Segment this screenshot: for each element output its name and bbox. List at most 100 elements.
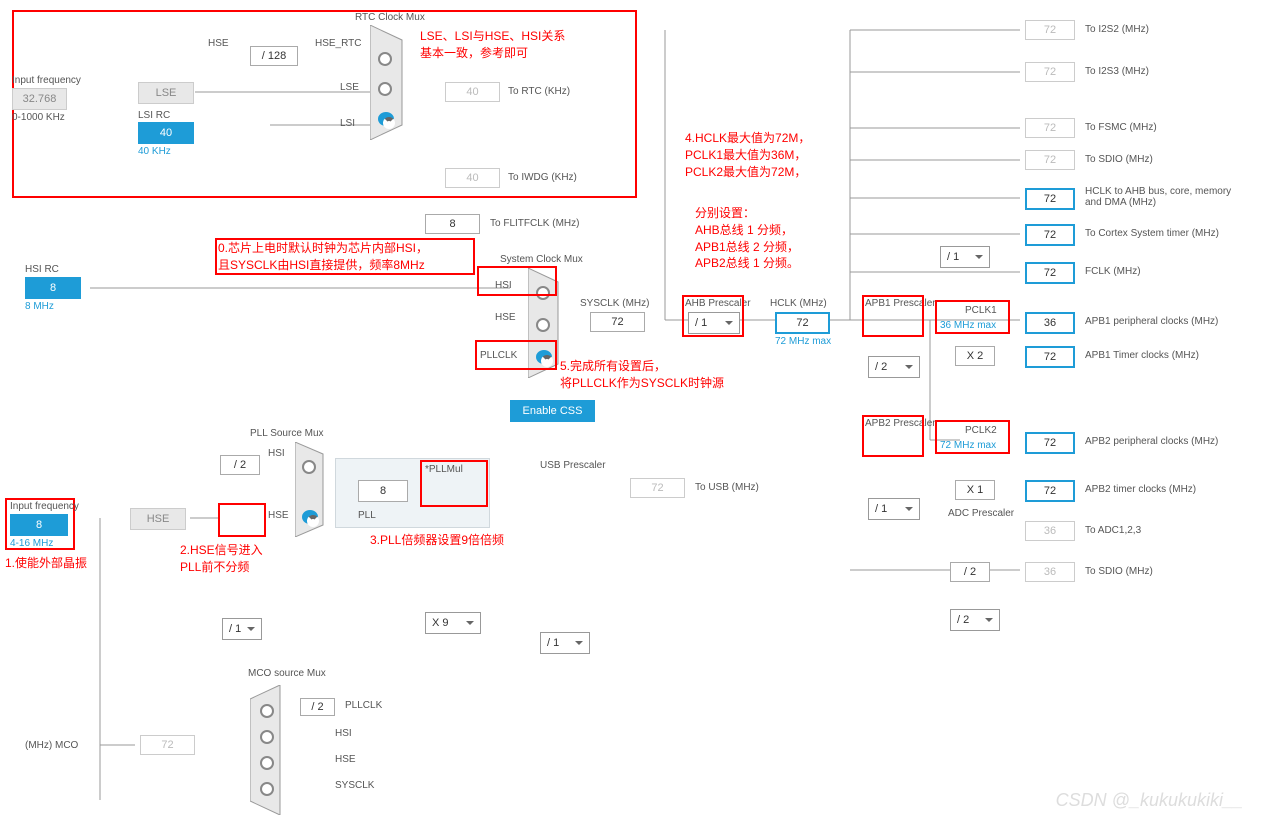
fclk-lbl: FCLK (MHz) [1085,266,1141,277]
rtc-val: 40 [445,82,500,102]
i2s2-val: 72 [1025,20,1075,40]
mco-opt-1[interactable] [260,700,274,722]
redbox-0 [215,238,475,275]
adc-val: 36 [1025,521,1075,541]
usb-lbl: To USB (MHz) [695,482,759,493]
iwdg-val: 40 [445,168,500,188]
hse-range: 4-16 MHz [10,538,53,549]
hse-input-value[interactable]: 8 [10,514,68,536]
mco-div: / 2 [300,698,335,716]
redbox-pllclk [475,340,557,370]
redbox-pclk1 [935,300,1010,334]
iwdg-to: To IWDG (KHz) [508,172,577,183]
sysclk-val: 72 [590,312,645,332]
sysclk-mux-title: System Clock Mux [500,254,583,265]
adc-title: ADC Prescaler [948,508,1014,519]
sdio2-val: 36 [1025,562,1075,582]
rtc-to: To RTC (KHz) [508,86,570,97]
pll-presc[interactable]: / 1 [222,618,262,640]
hsi-note: 8 MHz [25,301,54,312]
sdio1-lbl: To SDIO (MHz) [1085,154,1153,165]
lse-box[interactable]: LSE [138,82,194,104]
adc-presc[interactable]: / 2 [950,609,1000,631]
enable-css-button[interactable]: Enable CSS [510,400,595,422]
annotation-5: 5.完成所有设置后， 将PLLCLK作为SYSCLK时钟源 [560,358,724,392]
lse-input-value[interactable]: 32.768 [12,88,67,110]
rtc-mux-opt3[interactable] [378,108,394,130]
redbox-2 [218,503,266,537]
apb1-timer-val: 72 [1025,346,1075,368]
redbox-3 [420,460,488,507]
i2s2-lbl: To I2S2 (MHz) [1085,24,1149,35]
ahb-out-val: 72 [1025,188,1075,210]
hse-box[interactable]: HSE [130,508,186,530]
annotation-1: 1.使能外部晶振 [5,555,87,572]
cortex-val: 72 [1025,224,1075,246]
hclk-lbl: HCLK (MHz) [770,298,827,309]
i2s3-val: 72 [1025,62,1075,82]
pll-opt-hse[interactable] [302,506,318,528]
apb2-periph-val: 72 [1025,432,1075,454]
mco-opt-3[interactable] [260,752,274,774]
sysclk-lbl: SYSCLK (MHz) [580,298,649,309]
lsi-note: 40 KHz [138,146,171,157]
pll-hse: HSE [268,510,289,521]
usb-val: 72 [630,478,685,498]
flitf-val: 8 [425,214,480,234]
rtc-mux-opt2[interactable] [378,78,392,100]
lse-range: 0-1000 KHz [12,112,65,123]
redbox-apb2 [862,415,924,457]
sysclk-opt-hse[interactable] [536,314,550,336]
mco-hsi: HSI [335,728,352,739]
fsmc-lbl: To FSMC (MHz) [1085,122,1157,133]
flitf-lbl: To FLITFCLK (MHz) [490,218,579,229]
apb1-presc[interactable]: / 2 [868,356,920,378]
pll-mul[interactable]: X 9 [425,612,481,634]
pll-hsi: HSI [268,448,285,459]
apb1-periph-val: 36 [1025,312,1075,334]
rtc-div128: / 128 [250,46,298,66]
apb1-timer-lbl: APB1 Timer clocks (MHz) [1085,350,1199,361]
rtc-lse: LSE [340,82,359,93]
mco-opt-4[interactable] [260,778,274,800]
annotation-4: 4.HCLK最大值为72M， PCLK1最大值为36M， PCLK2最大值为72… [685,130,810,180]
sdio2-presc: / 2 [950,562,990,582]
apb2-timer-val: 72 [1025,480,1075,502]
pll-src-title: PLL Source Mux [250,428,324,439]
cortex-presc[interactable]: / 1 [940,246,990,268]
mco-opt-2[interactable] [260,726,274,748]
hse-input-label: Input frequency [10,501,79,512]
annotation-3: 3.PLL倍频器设置9倍倍频 [370,532,504,549]
apb2-timer-mul: X 1 [955,480,995,500]
redbox-pclk2 [935,420,1010,454]
rtc-mux-title: RTC Clock Mux [355,12,425,23]
adc-lbl: To ADC1,2,3 [1085,525,1141,536]
pll-opt-hsi[interactable] [302,456,316,478]
sdio1-val: 72 [1025,150,1075,170]
redbox-ahb [682,295,744,337]
hsi-title: HSI RC [25,264,59,275]
pll-div2: / 2 [220,455,260,475]
apb2-periph-lbl: APB2 peripheral clocks (MHz) [1085,436,1218,447]
rtc-lsi: LSI [340,118,355,129]
fclk-val: 72 [1025,262,1075,284]
apb1-periph-lbl: APB1 peripheral clocks (MHz) [1085,316,1218,327]
lse-input-label: Input frequency [12,75,81,86]
pll-label: PLL [358,510,376,521]
pll-freq: 8 [358,480,408,502]
lsi-value: 40 [138,122,194,144]
apb2-presc[interactable]: / 1 [868,498,920,520]
cortex-lbl: To Cortex System timer (MHz) [1085,228,1219,239]
lsi-title: LSI RC [138,110,170,121]
fsmc-val: 72 [1025,118,1075,138]
usb-presc[interactable]: / 1 [540,632,590,654]
mco-pllclk: PLLCLK [345,700,382,711]
hclk-val[interactable]: 72 [775,312,830,334]
mco-val: 72 [140,735,195,755]
redbox-hsi [477,266,557,296]
rtc-mux-opt1[interactable] [378,48,392,70]
annotation-2: 2.HSE信号进入 PLL前不分频 [180,542,263,576]
redbox-apb1 [862,295,924,337]
i2s3-lbl: To I2S3 (MHz) [1085,66,1149,77]
mco-title: MCO source Mux [248,668,326,679]
